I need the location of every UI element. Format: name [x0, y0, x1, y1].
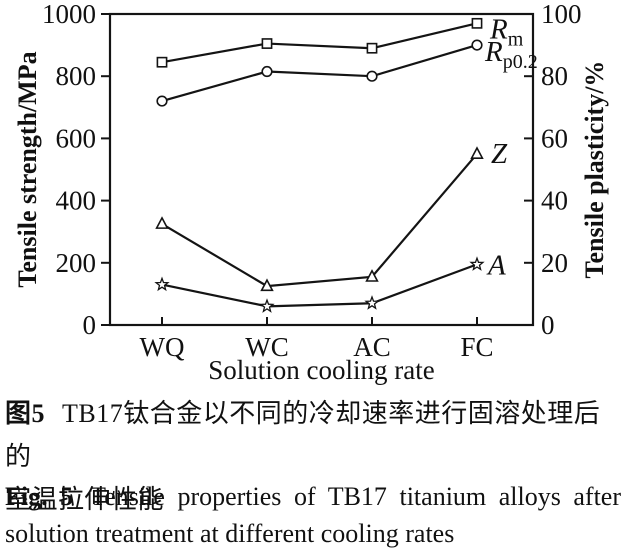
right-axis-tick-label: 60 [541, 123, 568, 153]
series-label-A: A [486, 249, 506, 281]
right-axis-title: Tensile plasticity/% [580, 61, 609, 279]
triangle-marker [365, 269, 379, 282]
circle-marker [156, 95, 168, 107]
series-A: A [154, 249, 506, 313]
series-line-Rp0.2 [161, 44, 478, 103]
x-axis-title: Solution cooling rate [208, 355, 434, 385]
figure-number-en: Fig. 5 [5, 482, 74, 511]
plot-frame [108, 12, 535, 327]
square-marker [366, 42, 378, 54]
square-marker [261, 38, 273, 49]
triangle-marker [470, 146, 484, 159]
right-axis-tick-label: 20 [541, 248, 568, 278]
star-marker [364, 295, 380, 310]
caption-cn-text: TB17钛合金以不同的冷却速率进行固溶处理后的 [5, 399, 601, 471]
left-axis-tick-label: 1000 [42, 0, 96, 29]
series-Z: Z [155, 138, 508, 292]
figure-number-cn: 图5 [5, 399, 46, 428]
left-axis-tick-label: 200 [56, 248, 97, 278]
square-marker [156, 56, 168, 68]
series-line-A [161, 263, 478, 308]
circle-marker [366, 70, 378, 82]
caption-en-line1: Fig. 5 Tensile properties of TB17 titaniu… [5, 478, 621, 515]
left-axis-title: Tensile strength/MPa [13, 51, 42, 287]
left-axis-tick-label: 400 [56, 186, 97, 216]
tensile-properties-chart: 0 200 400 600 800 1000 0 20 40 60 80 100 WQ WC AC FC Sol… [13, 0, 609, 385]
caption-chinese: 图5 TB17钛合金以不同的冷却速率进行固溶处理后的 室温拉伸性能 [5, 392, 621, 521]
star-marker [259, 298, 275, 313]
series-line-Z [161, 153, 478, 288]
right-axis-tick-label: 0 [541, 310, 555, 340]
x-axis-tick-label: FC [460, 332, 493, 362]
x-axis-tick-label: WC [245, 332, 289, 362]
circle-marker [471, 39, 483, 51]
left-axis-tick-label: 600 [56, 123, 97, 153]
caption-en-text: Tensile properties of TB17 titanium allo… [90, 482, 621, 511]
left-axis-tick-label: 800 [56, 61, 97, 91]
right-axis: 0 20 40 60 80 100 [524, 0, 582, 340]
star-marker [154, 276, 170, 292]
x-axis-tick-label: WQ [140, 332, 185, 362]
caption-english: Fig. 5 Tensile properties of TB17 titaniu… [5, 478, 621, 552]
triangle-marker [260, 278, 274, 292]
star-marker [469, 256, 485, 271]
right-axis-tick-label: 40 [541, 186, 568, 216]
x-axis-tick-label: AC [353, 332, 391, 362]
left-axis: 0 200 400 600 800 1000 [42, 0, 110, 340]
circle-marker [261, 65, 273, 78]
right-axis-tick-label: 80 [541, 61, 568, 91]
caption-cn-line2: 室温拉伸性能 [5, 485, 165, 514]
left-axis-tick-label: 0 [83, 310, 97, 340]
series-line-Rm [161, 22, 478, 64]
right-axis-tick-label: 100 [541, 0, 582, 29]
square-marker [471, 17, 483, 29]
caption-cn-line1: 图5 TB17钛合金以不同的冷却速率进行固溶处理后的 [5, 392, 621, 478]
triangle-marker [155, 216, 169, 229]
series-label-Z: Z [491, 138, 508, 170]
caption-en-line2: solution treatment at different cooling … [5, 519, 455, 548]
x-axis: WQ WC AC FC Solution cooling rate [140, 317, 494, 385]
series-Rm: Rm [156, 13, 524, 68]
